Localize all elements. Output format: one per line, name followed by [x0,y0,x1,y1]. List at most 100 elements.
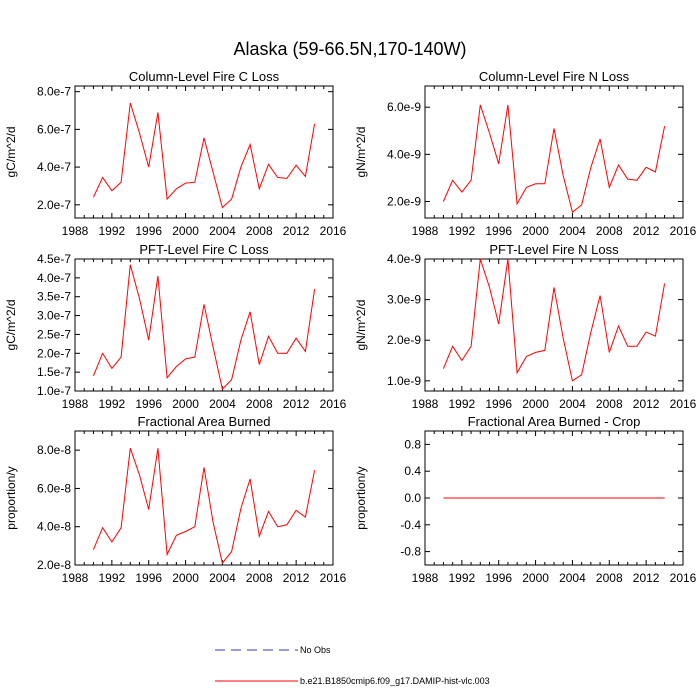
x-tick-label: 1988 [62,571,89,585]
y-axis-label: gN/m^2/d [354,127,368,178]
chart-panel-5: Fractional Area Burned proportion/y 1988 19… [4,414,347,585]
y-tick-label: 2.0e-9 [387,333,421,347]
x-tick-label: 1996 [485,224,512,238]
y-tick-label: 0.8 [404,437,421,451]
x-tick-label: 1992 [449,224,476,238]
x-tick-label: 2000 [522,571,549,585]
y-tick-label: 2.0e-7 [37,346,71,360]
y-tick-label: 3.0e-7 [37,309,71,323]
x-tick-label: 2004 [209,397,236,411]
panel-title: PFT-Level Fire C Loss [139,242,269,257]
y-tick-label: -0.8 [400,545,421,559]
x-tick-label: 2012 [283,224,310,238]
chart-panel-6: Fractional Area Burned - Crop proportion/… [354,414,697,585]
y-tick-label: 8.0e-7 [37,85,71,99]
x-tick-label: 1996 [485,397,512,411]
y-axis-label: gC/m^2/d [4,300,18,351]
x-tick-label: 2008 [246,571,273,585]
chart-panel-3: PFT-Level Fire C Loss gC/m^2/d 1988 1992 199… [4,242,347,411]
x-tick-label: 2004 [559,224,586,238]
panel-title: Column-Level Fire N Loss [479,69,630,84]
y-tick-label: 0.4 [404,464,421,478]
plot-frame [74,258,334,392]
y-tick-label: 0.0 [404,491,421,505]
panel-title: Column-Level Fire C Loss [129,69,280,84]
panels: Column-Level Fire C Loss gC/m^2/d 1988 1992… [4,69,697,585]
y-tick-label: 1.0e-9 [387,374,421,388]
y-tick-label: 6.0e-7 [37,122,71,136]
plot-frame [74,430,334,566]
x-tick-label: 1988 [62,224,89,238]
series-line [442,258,666,382]
y-tick-label: 4.0e-9 [387,147,421,161]
y-axis-label: proportion/y [4,466,18,529]
legend-obs-label: No Obs [300,645,331,655]
x-tick-label: 2016 [320,224,347,238]
plot-frame [74,85,334,219]
y-axis-label: gN/m^2/d [354,300,368,351]
y-tick-label: 3.0e-9 [387,293,421,307]
figure-title: Alaska (59-66.5N,170-140W) [233,39,466,59]
y-tick-label: 1.5e-7 [37,365,71,379]
x-tick-label: 2016 [670,571,697,585]
x-tick-label: 2012 [283,397,310,411]
y-tick-label: 8.0e-8 [37,443,71,457]
x-tick-label: 2008 [596,224,623,238]
x-tick-label: 2008 [246,397,273,411]
panel-title: Fractional Area Burned [138,414,271,429]
x-tick-label: 1992 [449,571,476,585]
y-tick-label: 2.0e-8 [37,558,71,572]
x-tick-label: 2004 [559,571,586,585]
y-tick-label: -0.4 [400,518,421,532]
x-tick-label: 1992 [99,224,126,238]
y-tick-label: 4.0e-7 [37,160,71,174]
series-line [442,104,666,213]
series-line [92,448,316,565]
x-tick-label: 2016 [670,224,697,238]
y-tick-label: 2.5e-7 [37,327,71,341]
x-tick-label: 1996 [135,571,162,585]
x-tick-label: 2012 [633,224,660,238]
x-tick-label: 1992 [99,571,126,585]
x-tick-label: 2016 [320,397,347,411]
x-tick-label: 2012 [633,397,660,411]
x-tick-label: 1988 [412,224,439,238]
x-tick-label: 2012 [283,571,310,585]
y-tick-label: 1.0e-7 [37,384,71,398]
x-tick-label: 2000 [172,571,199,585]
x-tick-label: 2016 [670,397,697,411]
y-axis-label: proportion/y [354,466,368,529]
plot-frame [424,258,684,392]
x-tick-label: 2008 [596,571,623,585]
x-tick-label: 1992 [99,397,126,411]
x-tick-label: 1996 [485,571,512,585]
y-tick-label: 4.0e-7 [37,271,71,285]
x-tick-label: 2012 [633,571,660,585]
y-tick-label: 4.0e-9 [387,252,421,266]
chart-panel-4: PFT-Level Fire N Loss gN/m^2/d 1988 1992 199… [354,242,697,411]
x-tick-label: 1988 [412,397,439,411]
x-tick-label: 2000 [172,224,199,238]
series-line [92,102,316,209]
plot-frame [424,85,684,219]
legend-model-label: b.e21.B1850cmip6.f09_g17.DAMIP-hist-vlc.… [300,676,490,686]
chart-panel-2: Column-Level Fire N Loss gN/m^2/d 1988 1992… [354,69,697,238]
chart-panel-1: Column-Level Fire C Loss gC/m^2/d 1988 1992… [4,69,347,238]
y-tick-label: 6.0e-8 [37,481,71,495]
x-tick-label: 2004 [559,397,586,411]
x-tick-label: 2008 [596,397,623,411]
x-tick-label: 2000 [522,224,549,238]
y-axis-label: gC/m^2/d [4,127,18,178]
x-tick-label: 2004 [209,571,236,585]
x-tick-label: 1988 [412,571,439,585]
x-tick-label: 2008 [246,224,273,238]
y-tick-label: 2.0e-9 [387,195,421,209]
x-tick-label: 2000 [172,397,199,411]
x-tick-label: 1988 [62,397,89,411]
y-tick-label: 3.5e-7 [37,290,71,304]
series-line [92,264,316,391]
x-tick-label: 2000 [522,397,549,411]
x-tick-label: 2004 [209,224,236,238]
legend: No Obs b.e21.B1850cmip6.f09_g17.DAMIP-hi… [215,645,490,686]
